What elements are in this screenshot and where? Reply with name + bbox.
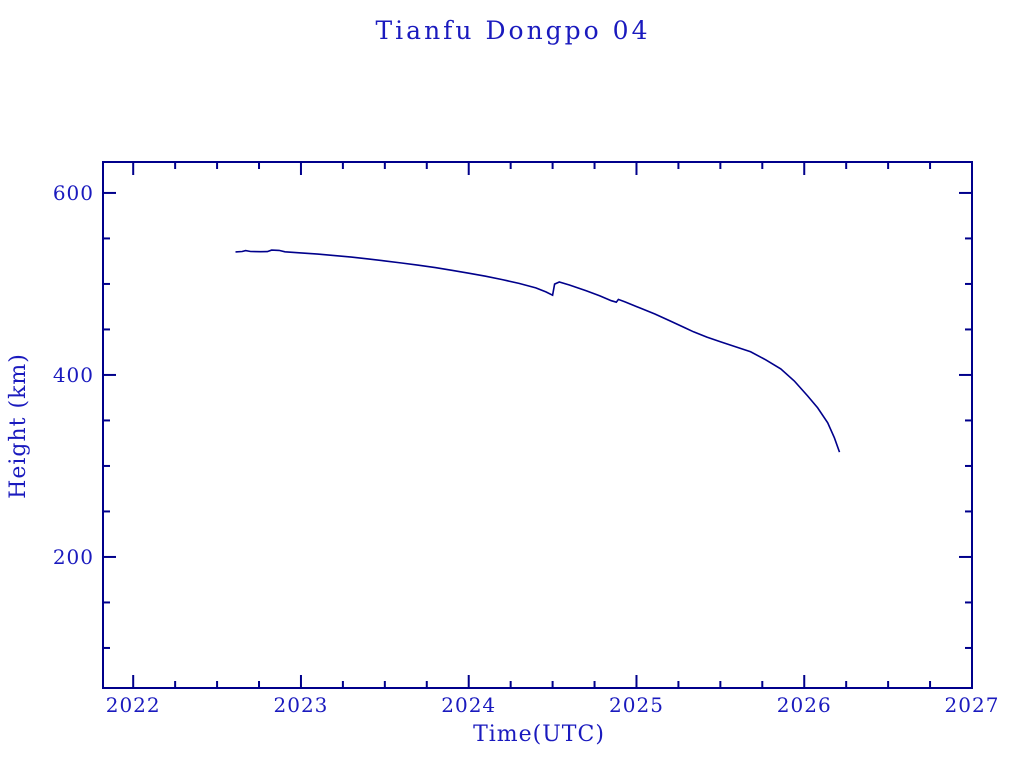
- y-tick-label-400: 400: [53, 363, 94, 387]
- height-decay-curve: [235, 249, 841, 453]
- axes: 2022 2023 2024 2025 2026 2027 200 400 600: [53, 161, 1000, 717]
- height-curve-group: [235, 249, 841, 453]
- y-tick-label-600: 600: [53, 181, 94, 205]
- x-tick-label-2022: 2022: [106, 693, 161, 717]
- y-axis-label: Height (km): [6, 353, 31, 499]
- x-tick-label-2023: 2023: [274, 693, 329, 717]
- x-tick-label-2027: 2027: [945, 693, 1000, 717]
- x-tick-label-2024: 2024: [441, 693, 496, 717]
- x-axis-label: Time(UTC): [473, 722, 605, 747]
- x-tick-label-2026: 2026: [777, 693, 832, 717]
- chart-title: Tianfu Dongpo 04: [376, 16, 651, 45]
- plot-frame: [102, 161, 973, 689]
- x-tick-label-2025: 2025: [609, 693, 664, 717]
- y-tick-label-200: 200: [53, 545, 94, 569]
